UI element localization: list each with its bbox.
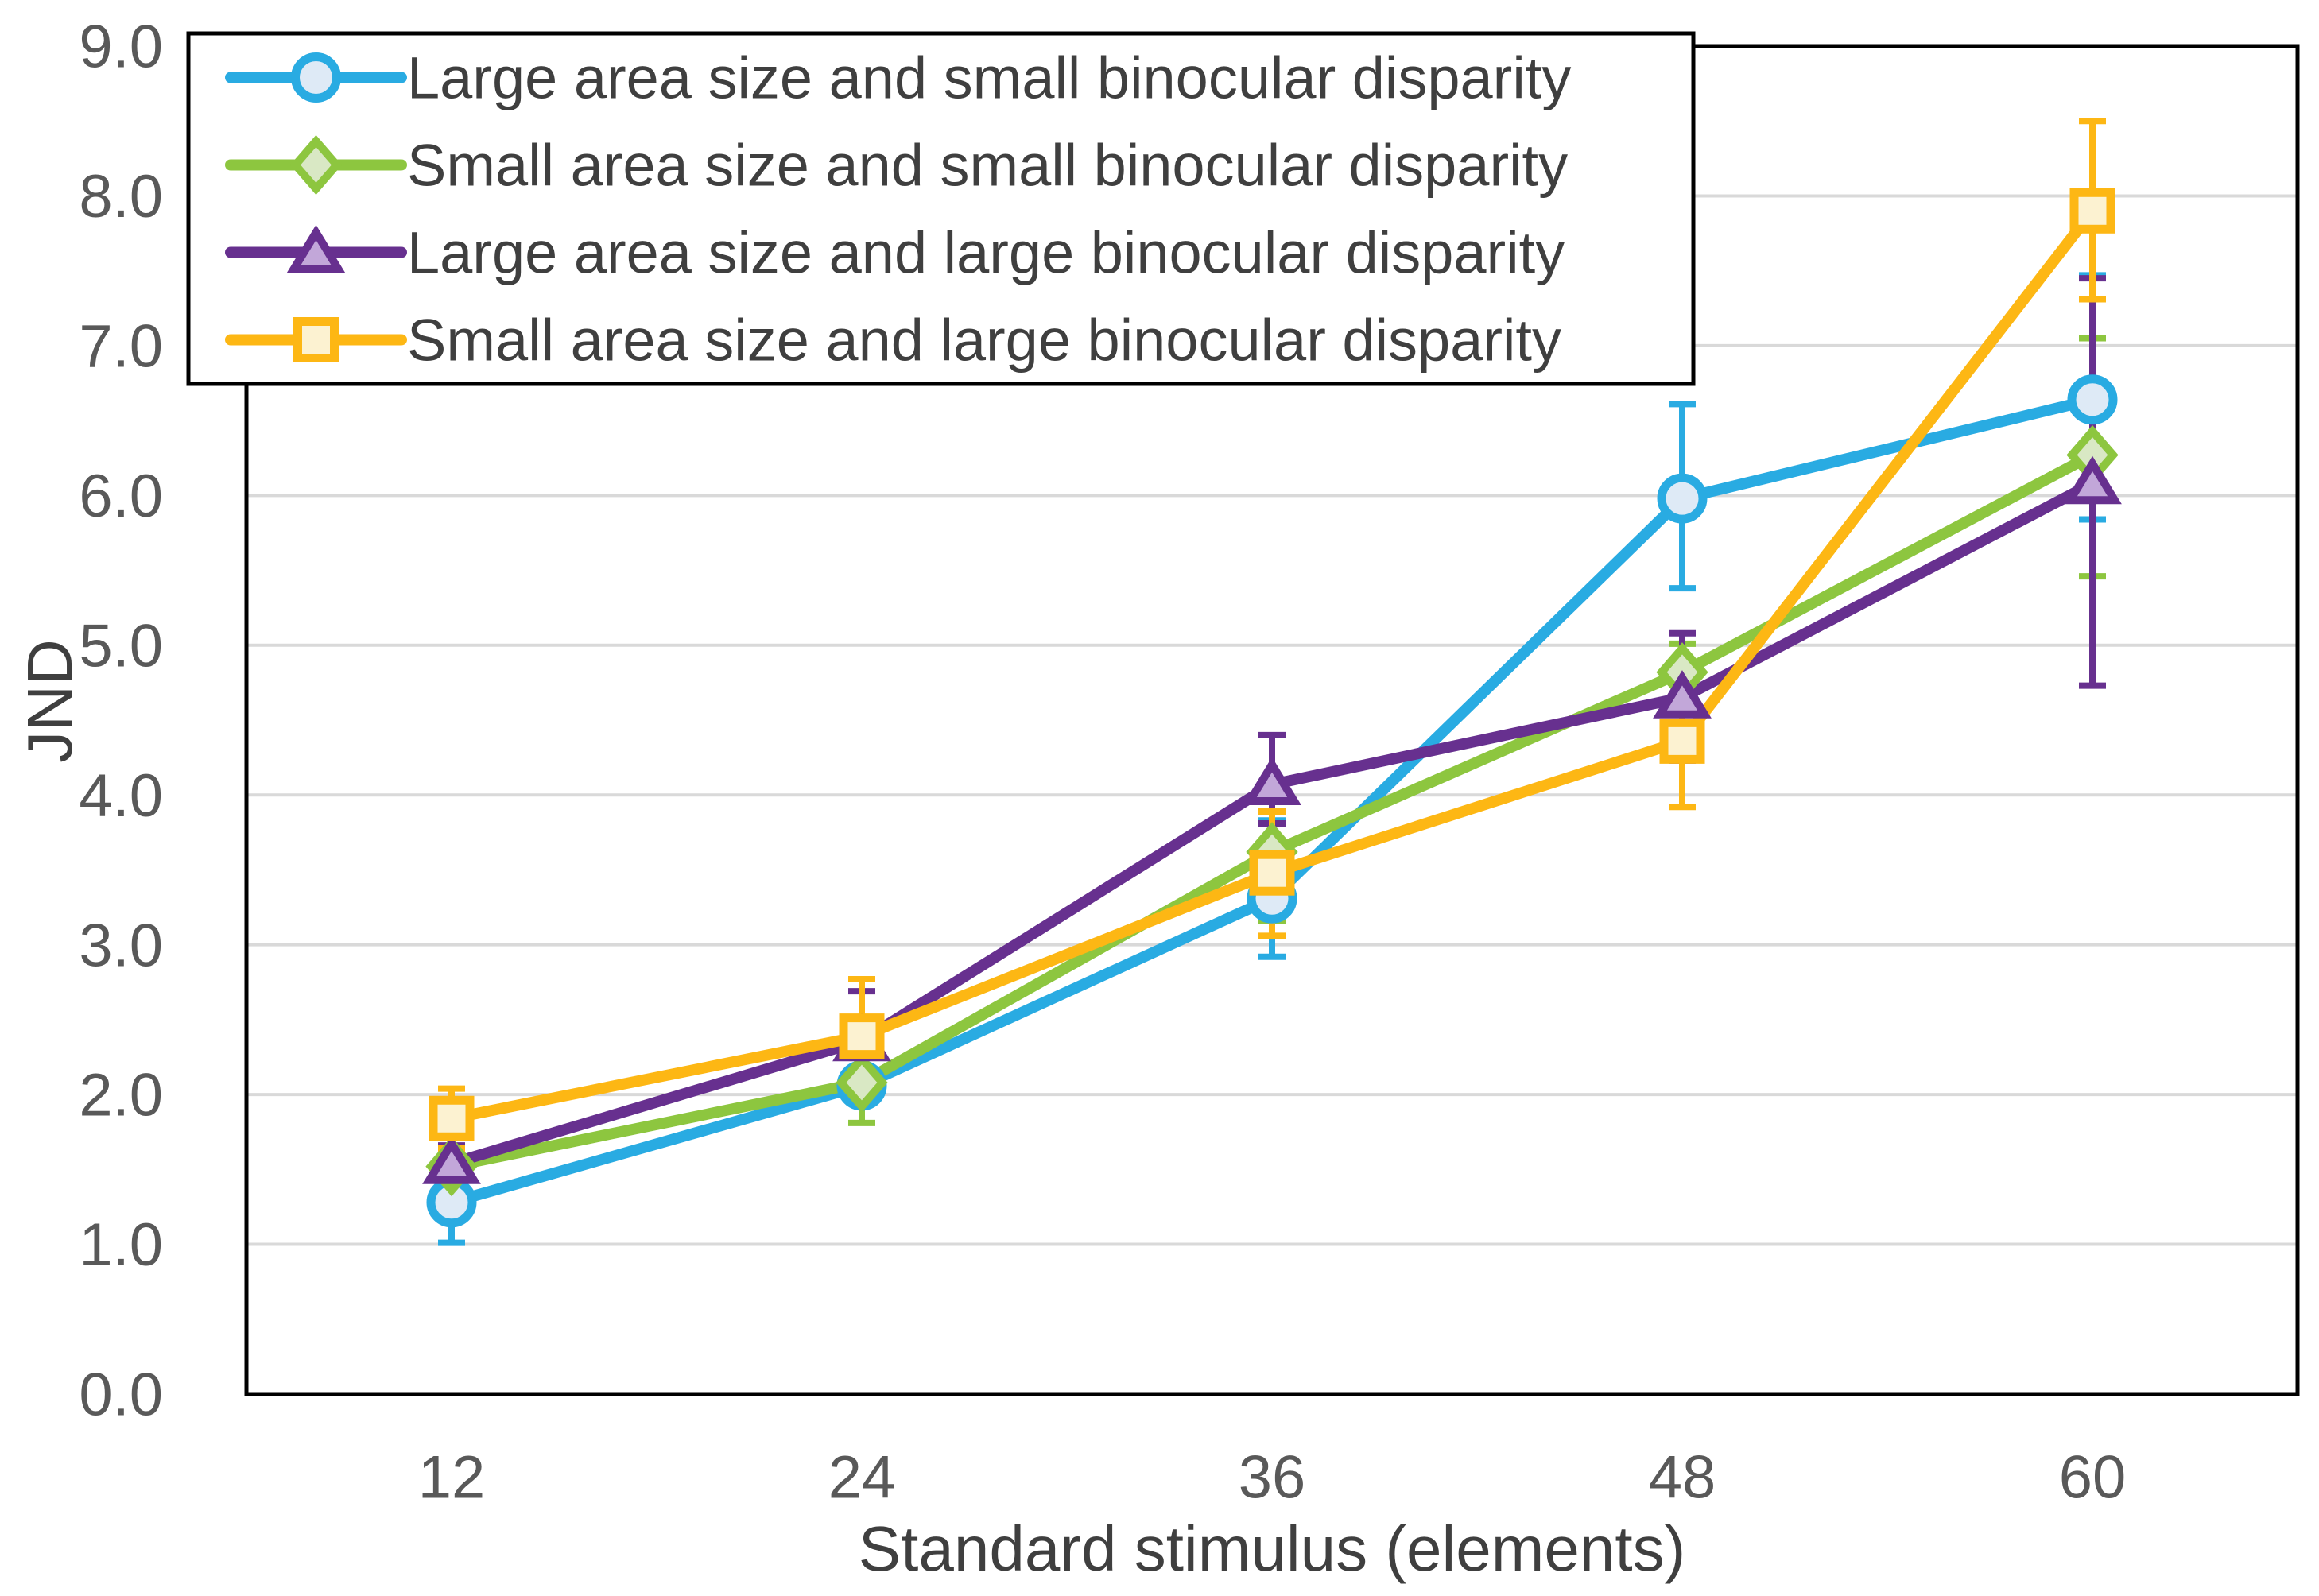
y-tick-label: 6.0: [79, 463, 163, 530]
y-tick-label: 2.0: [79, 1062, 163, 1129]
y-axis-title: JND: [14, 639, 85, 763]
x-tick-label: 48: [1649, 1444, 1716, 1512]
legend-item-label: Large area size and small binocular disp…: [407, 45, 1571, 110]
y-tick-label: 5.0: [79, 612, 163, 680]
x-tick-label: 24: [828, 1444, 896, 1512]
square-marker: [1249, 850, 1295, 896]
legend-item-label: Small area size and small binocular disp…: [407, 132, 1568, 198]
legend-square-marker: [293, 317, 339, 362]
triangle-marker: [2063, 455, 2122, 505]
y-tick-label: 3.0: [79, 912, 163, 979]
legend-circle-marker: [291, 52, 341, 103]
circle-marker: [1657, 473, 1708, 524]
square-marker: [2069, 188, 2115, 234]
y-tick-label: 0.0: [79, 1362, 163, 1429]
square-marker: [1659, 718, 1705, 764]
triangle-marker: [1653, 670, 1712, 719]
triangle-marker: [422, 1136, 481, 1184]
x-tick-label: 12: [418, 1444, 486, 1512]
y-tick-label: 8.0: [79, 163, 163, 230]
triangle-marker: [1243, 757, 1301, 806]
legend-item-label: Small area size and large binocular disp…: [407, 307, 1561, 373]
legend-box: [186, 31, 1696, 386]
x-axis-title: Standard stimulus (elements): [859, 1513, 1685, 1584]
circle-marker: [2067, 374, 2118, 425]
square-marker: [429, 1095, 475, 1141]
x-tick-label: 60: [2059, 1444, 2127, 1512]
legend-diamond-marker: [289, 134, 343, 196]
x-tick-label: 36: [1239, 1444, 1306, 1512]
diamond-marker: [836, 1052, 888, 1113]
y-tick-label: 7.0: [79, 312, 163, 380]
y-tick-label: 4.0: [79, 762, 163, 830]
legend-item-label: Large area size and large binocular disp…: [407, 219, 1565, 285]
y-tick-label: 9.0: [79, 14, 163, 81]
legend-triangle-marker: [286, 224, 346, 273]
square-marker: [839, 1013, 885, 1059]
y-tick-label: 1.0: [79, 1211, 163, 1279]
